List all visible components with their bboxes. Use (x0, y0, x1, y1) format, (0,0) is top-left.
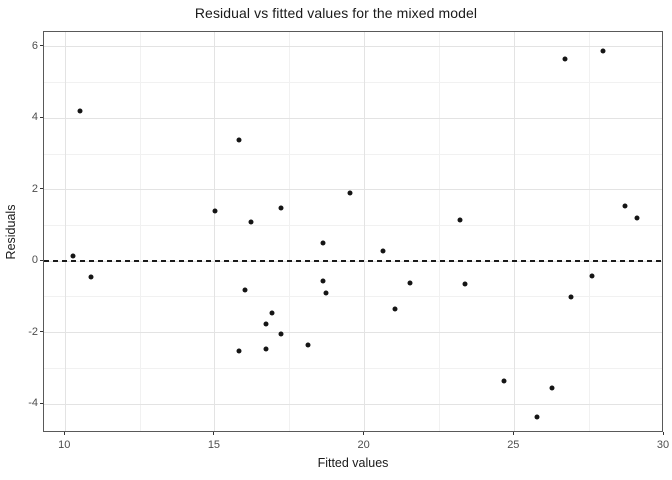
data-point (462, 281, 468, 287)
x-tick-label: 30 (656, 439, 670, 451)
data-point (320, 278, 326, 284)
x-axis-title: Fitted values (317, 456, 389, 470)
gridline-minor-x (289, 32, 291, 431)
gridline-major-x (214, 32, 216, 431)
gridline-minor-y (44, 367, 662, 369)
gridline-major-y (44, 46, 662, 48)
data-point (320, 240, 326, 246)
y-tick-label: 6 (31, 39, 38, 52)
y-tick-label: -2 (28, 325, 38, 338)
data-point (562, 56, 568, 62)
x-tick-label: 15 (207, 439, 221, 451)
data-point (534, 414, 540, 420)
data-point (549, 385, 555, 391)
x-tick-label: 10 (58, 439, 71, 451)
data-point (600, 48, 606, 54)
data-point (323, 290, 329, 296)
y-tick-label: 0 (31, 254, 38, 267)
gridline-major-y (44, 189, 662, 191)
data-point (634, 215, 640, 221)
y-tick-label: -4 (28, 397, 38, 410)
data-point (263, 346, 269, 352)
y-tick (40, 116, 43, 118)
data-point (347, 190, 353, 196)
chart-title: Residual vs fitted values for the mixed … (194, 5, 478, 21)
x-tick (662, 432, 664, 435)
gridline-minor-x (139, 32, 141, 431)
data-point (380, 248, 386, 254)
y-tick (40, 259, 43, 261)
y-axis-title: Residuals (4, 204, 18, 260)
gridline-minor-y (44, 225, 662, 227)
data-point (305, 342, 311, 348)
gridline-major-x (64, 32, 66, 431)
data-point (278, 331, 284, 337)
y-tick (40, 45, 43, 47)
data-point (457, 217, 463, 223)
data-point (242, 287, 248, 293)
data-point (70, 253, 76, 259)
data-point (568, 294, 574, 300)
data-point (212, 208, 218, 214)
data-point (88, 274, 94, 280)
x-tick (512, 432, 514, 435)
gridline-minor-y (44, 153, 662, 155)
x-tick (63, 432, 65, 435)
gridline-minor-y (44, 296, 662, 298)
gridline-minor-x (588, 32, 590, 431)
y-tick (40, 402, 43, 404)
gridline-major-y (44, 403, 662, 405)
plot-panel (43, 31, 663, 432)
x-tick-label: 20 (357, 439, 370, 451)
data-point (392, 306, 398, 312)
y-tick-label: 2 (31, 182, 38, 195)
data-point (501, 378, 507, 384)
data-point (236, 137, 242, 143)
gridline-major-x (364, 32, 366, 431)
data-point (263, 321, 269, 327)
x-tick-label: 25 (507, 439, 520, 451)
y-tick (40, 331, 43, 333)
gridline-minor-x (438, 32, 440, 431)
zero-reference-line (44, 260, 662, 262)
data-point (407, 280, 413, 286)
data-point (622, 203, 628, 209)
y-tick (40, 188, 43, 190)
x-tick (363, 432, 365, 435)
data-point (269, 310, 275, 316)
y-tick-label: 4 (31, 111, 38, 124)
x-tick (213, 432, 215, 435)
gridline-minor-y (44, 82, 662, 84)
data-point (248, 219, 254, 225)
gridline-major-y (44, 332, 662, 334)
data-point (278, 205, 284, 211)
gridline-major-x (513, 32, 515, 431)
data-point (589, 273, 595, 279)
data-point (77, 108, 83, 114)
data-point (236, 348, 242, 353)
gridline-major-y (44, 117, 662, 119)
